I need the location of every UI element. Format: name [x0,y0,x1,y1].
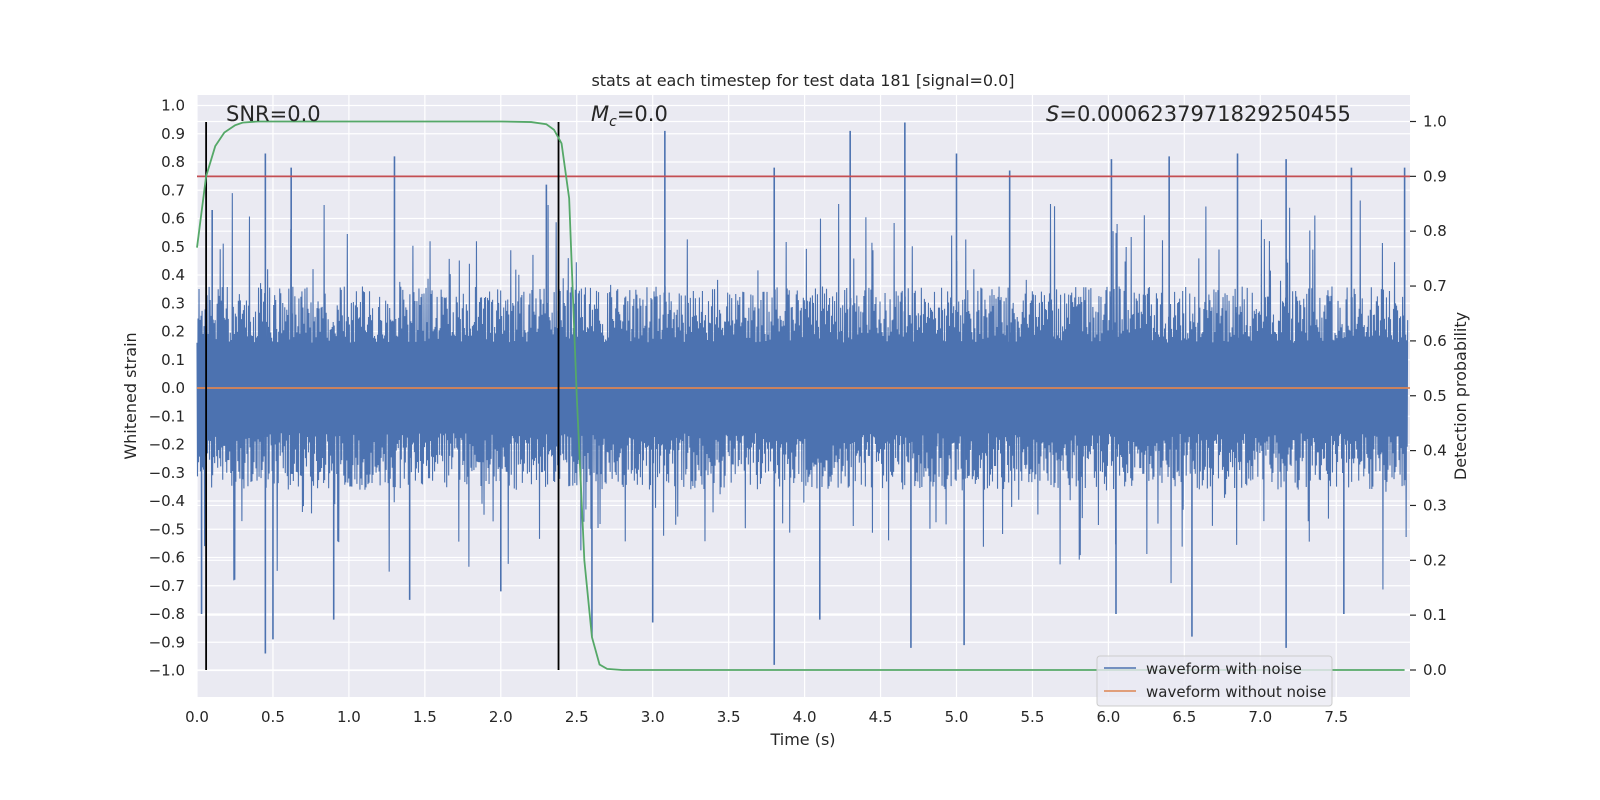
y2-tick-label: 1.0 [1423,113,1447,131]
s-symbol: S [1046,102,1059,126]
x-tick-label: 7.5 [1324,708,1348,726]
y-axis-ticks: 1.0 0.9 0.8 0.7 0.6 0.5 0.4 0.3 0.2 0.1 0.0 −0.1 −0.… [149,97,185,680]
x-axis-ticks: 0.0 0.5 1.0 1.5 2.0 2.5 3.0 3.5 4.0 4.5 5.0 5.5 6.0 6… [185,708,1348,726]
y-tick-label: −0.2 [149,436,185,454]
s-value: =0.0006237971829250455 [1059,102,1351,126]
x-tick-label: 6.5 [1172,708,1196,726]
y-tick-label: −0.8 [149,605,185,623]
y2-tick-label: 0.6 [1423,332,1447,350]
x-tick-label: 6.0 [1096,708,1120,726]
y-tick-label: 0.2 [161,323,185,341]
series-line-detection-probability [196,120,1405,671]
y-tick-label: 0.0 [161,379,185,397]
chirp-mass-annotation: Mc=0.0 [591,102,668,130]
y2-tick-label: 0.8 [1423,222,1447,240]
s-annotation: S=0.0006237971829250455 [1046,102,1351,126]
y-tick-label: 0.6 [161,210,185,228]
x-tick-label: 0.0 [185,708,209,726]
y-tick-label: 0.1 [161,351,185,369]
y-tick-label: 0.5 [161,238,185,256]
y-tick-label: 0.9 [161,125,185,143]
series-line-waveform-with-noise [196,193,1409,590]
y2-tick-label: 0.4 [1423,442,1447,460]
y-tick-label: −0.3 [149,464,185,482]
x-tick-label: 4.0 [793,708,817,726]
y2-tick-label: 0.9 [1423,167,1447,185]
chart-title: stats at each timestep for test data 181… [591,71,1014,90]
mc-value: =0.0 [617,102,668,126]
mc-symbol: M [591,102,609,126]
y2-tick-label: 0.5 [1423,387,1447,405]
y2-axis-ticks: 1.0 0.9 0.8 0.7 0.6 0.5 0.4 0.3 0.2 0.1 0.0 [1410,113,1447,679]
y2-tick-label: 0.1 [1423,606,1447,624]
x-tick-label: 3.5 [717,708,741,726]
y-tick-label: −0.4 [149,492,185,510]
y2-tick-label: 0.2 [1423,551,1447,569]
y2-tick-label: 0.7 [1423,277,1447,295]
y-tick-label: −0.1 [149,407,185,425]
y-tick-label: 0.7 [161,181,185,199]
x-tick-label: 0.5 [261,708,285,726]
y2-tick-label: 0.3 [1423,496,1447,514]
line-series-group [196,120,1410,671]
y-tick-label: −1.0 [149,662,185,680]
x-tick-label: 4.5 [869,708,893,726]
y2-tick-label: 0.0 [1423,661,1447,679]
x-tick-label: 3.0 [641,708,665,726]
y-tick-label: 0.4 [161,266,185,284]
y-tick-label: 0.8 [161,153,185,171]
y-tick-label: −0.7 [149,577,185,595]
legend: waveform with noise waveform without noi… [1096,655,1333,707]
snr-annotation: SNR=0.0 [226,102,321,126]
x-tick-label: 1.5 [413,708,437,726]
legend-label-noise: waveform with noise [1146,660,1302,678]
y-tick-label: −0.9 [149,633,185,651]
y-tick-label: −0.5 [149,520,185,538]
legend-label-clean: waveform without noise [1146,683,1326,701]
noise-series-group [196,122,1409,665]
x-axis-label: Time (s) [769,730,835,749]
x-tick-label: 5.5 [1021,708,1045,726]
x-tick-label: 2.0 [489,708,513,726]
y-tick-label: −0.6 [149,549,185,567]
x-tick-label: 7.0 [1248,708,1272,726]
y-axis-label: Whitened strain [121,332,140,459]
mc-subscript: c [609,114,617,130]
x-tick-label: 1.0 [337,708,361,726]
legend-box [1096,655,1333,707]
x-tick-label: 2.5 [565,708,589,726]
x-tick-label: 5.0 [945,708,969,726]
y-tick-label: 1.0 [161,97,185,115]
y2-axis-label: Detection probability [1451,312,1470,480]
y-tick-label: 0.3 [161,294,185,312]
